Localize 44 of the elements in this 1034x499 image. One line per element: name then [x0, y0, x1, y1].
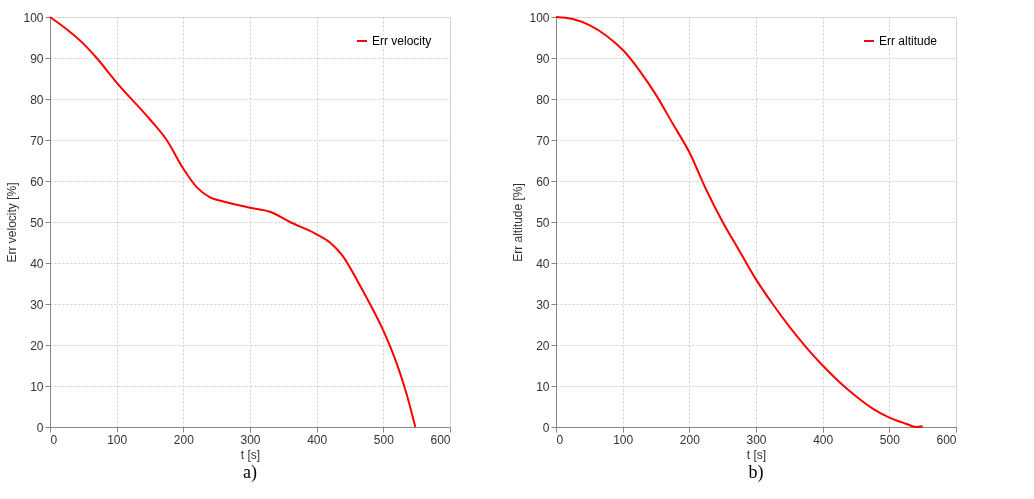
text: b) — [748, 462, 764, 483]
y-tick-label: 90 — [30, 51, 44, 66]
x-tick-label: 0 — [50, 432, 58, 447]
y-tick-label: 100 — [529, 10, 550, 25]
x-tick-label: 300 — [240, 432, 261, 447]
x-tick-label: 500 — [373, 432, 395, 447]
y-tick-label: 10 — [30, 379, 44, 394]
legend-label: Err velocity — [372, 34, 432, 48]
y-tick-label: 100 — [23, 10, 44, 25]
x-tick-label: 400 — [307, 432, 328, 447]
legend-label: Err altitude — [879, 34, 938, 48]
y-tick-label: 60 — [30, 174, 44, 189]
y-tick-label: 80 — [30, 92, 44, 107]
y-tick-label: 40 — [536, 256, 550, 271]
x-axis-title: t [s] — [240, 447, 261, 462]
x-tick-label: 600 — [430, 432, 451, 447]
x-tick-label: 400 — [813, 432, 834, 447]
x-tick-label: 0 — [556, 432, 564, 447]
y-tick-label: 30 — [536, 297, 550, 312]
x-tick-label: 500 — [879, 432, 901, 447]
y-tick-label: 40 — [30, 256, 44, 271]
y-tick-label: 70 — [536, 133, 550, 148]
y-axis-title: Err altitude [%] — [511, 183, 526, 262]
x-tick-label: 100 — [613, 432, 634, 447]
y-tick-label: 80 — [536, 92, 550, 107]
x-tick-label: 600 — [936, 432, 957, 447]
x-tick-label: 200 — [173, 432, 195, 447]
y-tick-label: 90 — [536, 51, 550, 66]
y-tick-label: 50 — [536, 215, 550, 230]
y-tick-label: 50 — [30, 215, 44, 230]
x-tick-label: 300 — [746, 432, 767, 447]
y-tick-label: 0 — [542, 420, 550, 435]
y-tick-label: 20 — [30, 338, 44, 353]
y-tick-label: 20 — [536, 338, 550, 353]
y-tick-label: 70 — [30, 133, 44, 148]
y-tick-label: 0 — [36, 420, 44, 435]
y-tick-label: 60 — [536, 174, 550, 189]
y-tick-label: 30 — [30, 297, 44, 312]
x-axis-title: t [s] — [746, 447, 767, 462]
y-tick-label: 10 — [536, 379, 550, 394]
x-tick-label: 100 — [107, 432, 128, 447]
text: a) — [243, 462, 257, 483]
y-axis-title: Err velocity [%] — [5, 182, 20, 263]
x-tick-label: 200 — [679, 432, 701, 447]
